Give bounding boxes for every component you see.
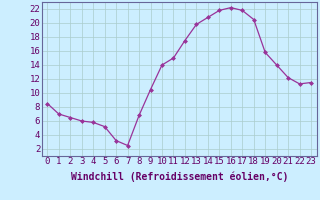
X-axis label: Windchill (Refroidissement éolien,°C): Windchill (Refroidissement éolien,°C) xyxy=(70,172,288,182)
